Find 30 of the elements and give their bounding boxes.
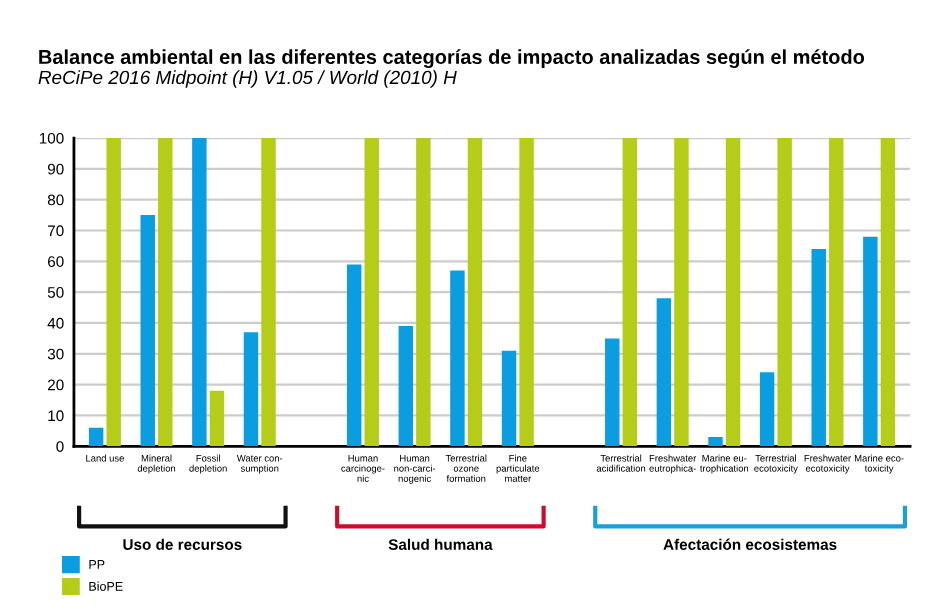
- bar: [192, 138, 207, 447]
- bar: [450, 270, 465, 447]
- bar: [106, 138, 121, 447]
- bar: [622, 138, 638, 447]
- bar: [656, 298, 672, 447]
- bar: [88, 427, 104, 447]
- bar: [880, 138, 896, 447]
- bar: [209, 390, 225, 447]
- bar: [759, 372, 775, 447]
- bar: [467, 138, 483, 447]
- bar: [777, 138, 792, 447]
- chart-title: Balance ambiental en las diferentes categorías de impacto analizadas según el método: [39, 49, 865, 69]
- bar: [811, 248, 826, 447]
- bar: [140, 215, 155, 447]
- bar: [398, 326, 414, 447]
- bar: [674, 138, 689, 447]
- bar: [158, 138, 173, 447]
- bar: [243, 332, 259, 447]
- bar: [416, 138, 431, 447]
- bar: [725, 138, 741, 447]
- bar: [829, 138, 844, 447]
- bar: [501, 350, 517, 447]
- bar: [519, 138, 534, 447]
- bar: [364, 138, 379, 447]
- bar: [261, 138, 276, 447]
- bar: [863, 236, 878, 447]
- bar: [708, 437, 723, 447]
- bar: [346, 264, 362, 447]
- chart-subtitle: ReCiPe 2016 Midpoint (H) V1.05 / World (2010) H: [38, 70, 457, 88]
- bar: [605, 338, 620, 447]
